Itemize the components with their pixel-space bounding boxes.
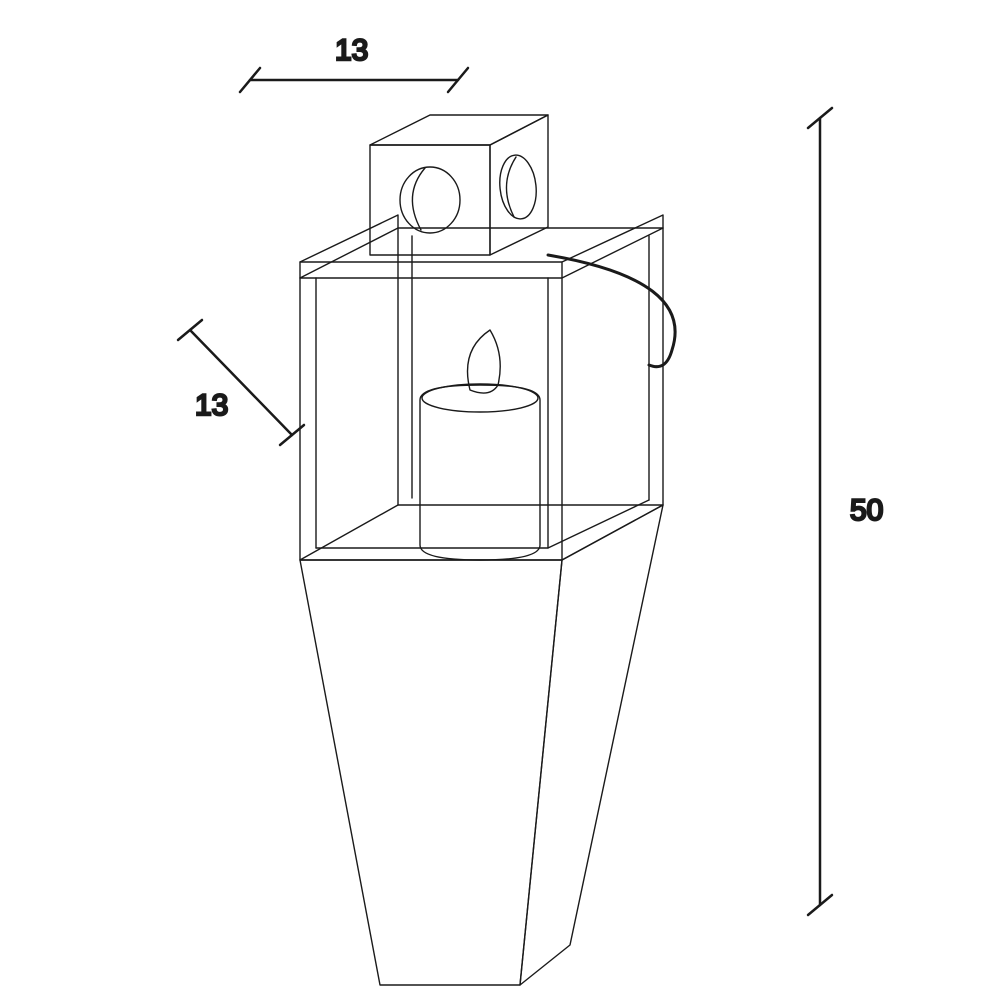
technical-drawing: 13 13 50 — [0, 0, 1000, 1000]
dim-value: 13 — [195, 389, 228, 422]
dim-height: 50 — [808, 108, 883, 915]
handle — [548, 255, 675, 367]
lantern-drawing — [300, 115, 675, 985]
dim-value: 13 — [335, 34, 368, 67]
dim-value: 50 — [850, 494, 883, 527]
dim-width-top: 13 — [240, 34, 468, 92]
candle-icon — [420, 330, 540, 560]
dim-depth-left: 13 — [178, 320, 304, 445]
